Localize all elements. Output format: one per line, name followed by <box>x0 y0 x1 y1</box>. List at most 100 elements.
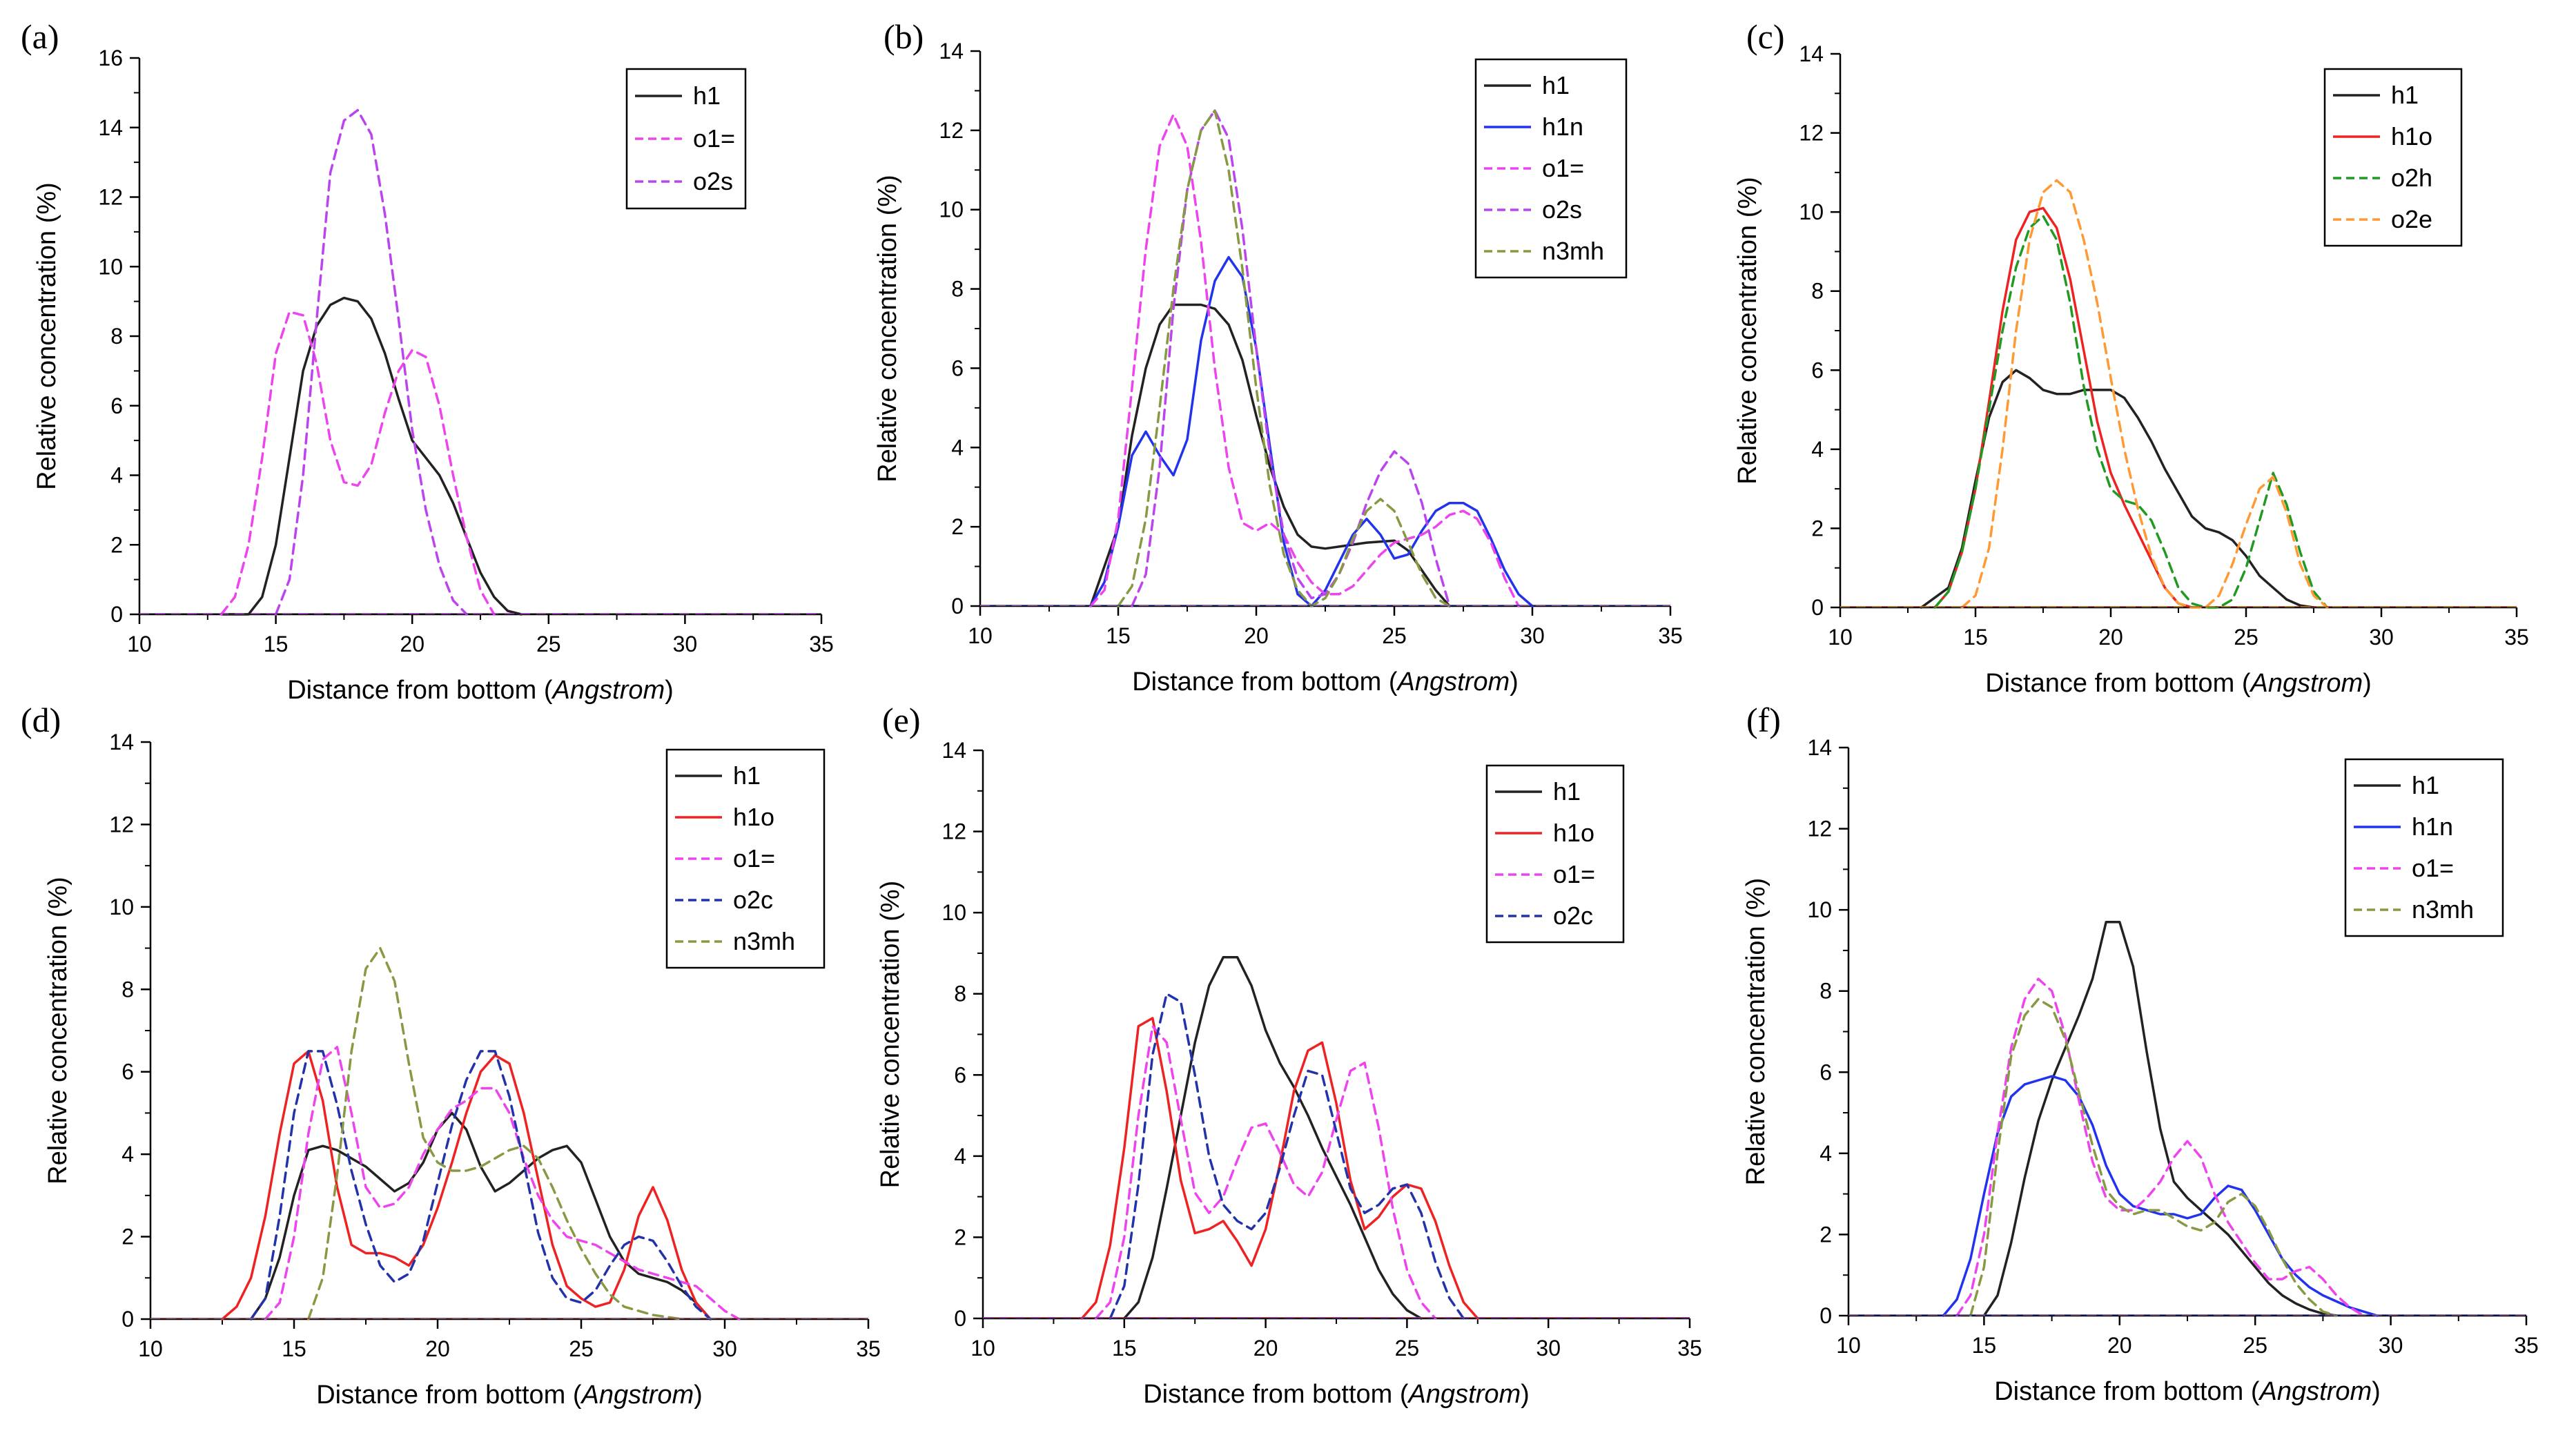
panel-label-b: (b) <box>884 17 924 56</box>
x-tick-label: 10 <box>970 1336 995 1361</box>
y-tick-label: 6 <box>1811 358 1824 382</box>
legend-label: h1 <box>693 81 721 110</box>
x-tick-label: 10 <box>1828 625 1853 650</box>
legend-box <box>1485 764 1625 944</box>
legend-c: h1 h1o o2h o2e <box>2323 68 2463 247</box>
series-line-h1o <box>221 1050 712 1320</box>
legend-a: h1 o1= o2s <box>625 68 747 210</box>
y-tick-label: 12 <box>1807 817 1832 841</box>
y-axis-label: Relative concentration (%) <box>43 877 72 1185</box>
legend-label: o1= <box>2412 854 2454 882</box>
x-axis-label: Distance from bottom (Angstrom) <box>1985 669 2372 698</box>
y-tick-label: 0 <box>110 602 123 627</box>
chart-panel-a: (a) 10 15 20 25 30 35 0 2 4 6 8 10 12 14 16 Distance fro… <box>21 17 834 705</box>
legend-label: h1o <box>733 803 774 831</box>
legend-box <box>2344 758 2504 937</box>
y-axis-label: Relative concentration (%) <box>1741 878 1770 1186</box>
x-axis-label: Distance from bottom (Angstrom) <box>1132 667 1519 696</box>
y-tick-label: 8 <box>110 324 123 349</box>
y-tick-label: 10 <box>1799 199 1824 224</box>
y-tick-label: 6 <box>110 393 123 418</box>
y-tick-label: 12 <box>941 819 966 844</box>
x-tick-label: 30 <box>1536 1336 1561 1361</box>
y-tick-label: 14 <box>98 115 123 140</box>
x-tick-label: 25 <box>2234 625 2258 650</box>
legend-label: h1 <box>1542 71 1570 99</box>
x-tick-label: 20 <box>400 632 425 656</box>
x-tick-label: 35 <box>856 1336 881 1361</box>
y-tick-label: 10 <box>941 900 966 925</box>
legend-label: o2s <box>1542 195 1582 224</box>
y-axis-label: Relative concentration (%) <box>1733 177 1762 485</box>
x-tick-label: 20 <box>2107 1333 2132 1358</box>
y-tick-label: 0 <box>1811 595 1824 620</box>
series-line-o2s <box>274 108 468 616</box>
series-line-o2h <box>1933 215 2329 609</box>
y-tick-label: 6 <box>954 1062 966 1087</box>
y-tick-label: 8 <box>951 277 964 302</box>
chart-panel-e: (e) 10 15 20 25 30 35 0 2 4 6 8 10 12 14 Distance from … <box>876 701 1702 1409</box>
y-tick-label: 10 <box>98 254 123 279</box>
legend-label: h1n <box>1542 113 1583 141</box>
legend-label: o2c <box>1553 901 1593 930</box>
legend-label: h1 <box>1553 777 1581 806</box>
x-tick-label: 15 <box>1106 623 1131 648</box>
y-tick-label: 14 <box>939 39 964 64</box>
x-tick-label: 25 <box>1395 1336 1420 1361</box>
x-tick-label: 35 <box>809 632 834 656</box>
y-tick-label: 12 <box>109 812 134 837</box>
legend-label: o1= <box>1553 860 1595 888</box>
y-tick-label: 0 <box>1819 1303 1832 1328</box>
y-axis-label: Relative concentration (%) <box>32 182 61 490</box>
y-tick-label: 6 <box>1819 1060 1832 1084</box>
y-tick-label: 2 <box>121 1225 134 1249</box>
y-tick-label: 4 <box>110 463 123 488</box>
y-tick-label: 8 <box>954 982 966 1006</box>
panel-label-d: (d) <box>21 701 61 739</box>
y-tick-label: 12 <box>939 118 964 143</box>
x-tick-label: 35 <box>1658 623 1683 648</box>
x-tick-label: 15 <box>1972 1333 1997 1358</box>
legend-label: o2e <box>2391 205 2432 233</box>
y-tick-label: 14 <box>1799 41 1824 66</box>
x-tick-label: 20 <box>1253 1336 1278 1361</box>
x-tick-label: 25 <box>569 1336 594 1361</box>
x-tick-label: 15 <box>1112 1336 1137 1361</box>
series-line-h1 <box>1920 369 2315 609</box>
x-axis-label: Distance from bottom (Angstrom) <box>316 1381 703 1410</box>
legend-label: o1= <box>733 844 775 873</box>
y-tick-label: 4 <box>951 435 964 460</box>
legend-label: o1= <box>693 124 735 153</box>
panel-label-f: (f) <box>1746 701 1781 739</box>
series-line-o1eq <box>1089 113 1520 607</box>
y-tick-label: 4 <box>1811 437 1824 462</box>
series-line-h1 <box>1982 921 2338 1317</box>
series-line-o2c <box>1109 992 1465 1320</box>
y-tick-label: 10 <box>1807 897 1832 922</box>
series-line-o2c <box>249 1050 712 1320</box>
legend-label: h1n <box>2412 812 2453 841</box>
y-tick-label: 2 <box>954 1225 966 1249</box>
x-tick-label: 25 <box>1382 623 1407 648</box>
x-tick-label: 10 <box>968 623 993 648</box>
y-tick-label: 6 <box>121 1060 134 1084</box>
series-line-o2e <box>1960 179 2329 609</box>
panel-label-c: (c) <box>1746 17 1785 56</box>
y-tick-label: 4 <box>954 1144 966 1169</box>
y-tick-label: 2 <box>1819 1222 1832 1247</box>
series-line-h1o <box>1080 1017 1479 1320</box>
x-tick-label: 30 <box>2369 625 2394 650</box>
y-tick-label: 2 <box>110 532 123 557</box>
chart-panel-f: (f) 10 15 20 25 30 35 0 2 4 6 8 10 12 14 Distance from … <box>1741 701 2539 1406</box>
panel-label-e: (e) <box>882 701 921 739</box>
y-tick-label: 2 <box>951 514 964 539</box>
series-line-o1eq <box>264 1046 741 1320</box>
x-tick-label: 10 <box>1836 1333 1861 1358</box>
series-line-h1 <box>219 296 523 616</box>
series-line-n3mh <box>307 946 683 1320</box>
legend-label: h1o <box>2391 122 2432 150</box>
y-tick-label: 14 <box>941 738 966 763</box>
series-line-o2s <box>1131 109 1451 607</box>
legend-label: o2h <box>2391 164 2432 192</box>
